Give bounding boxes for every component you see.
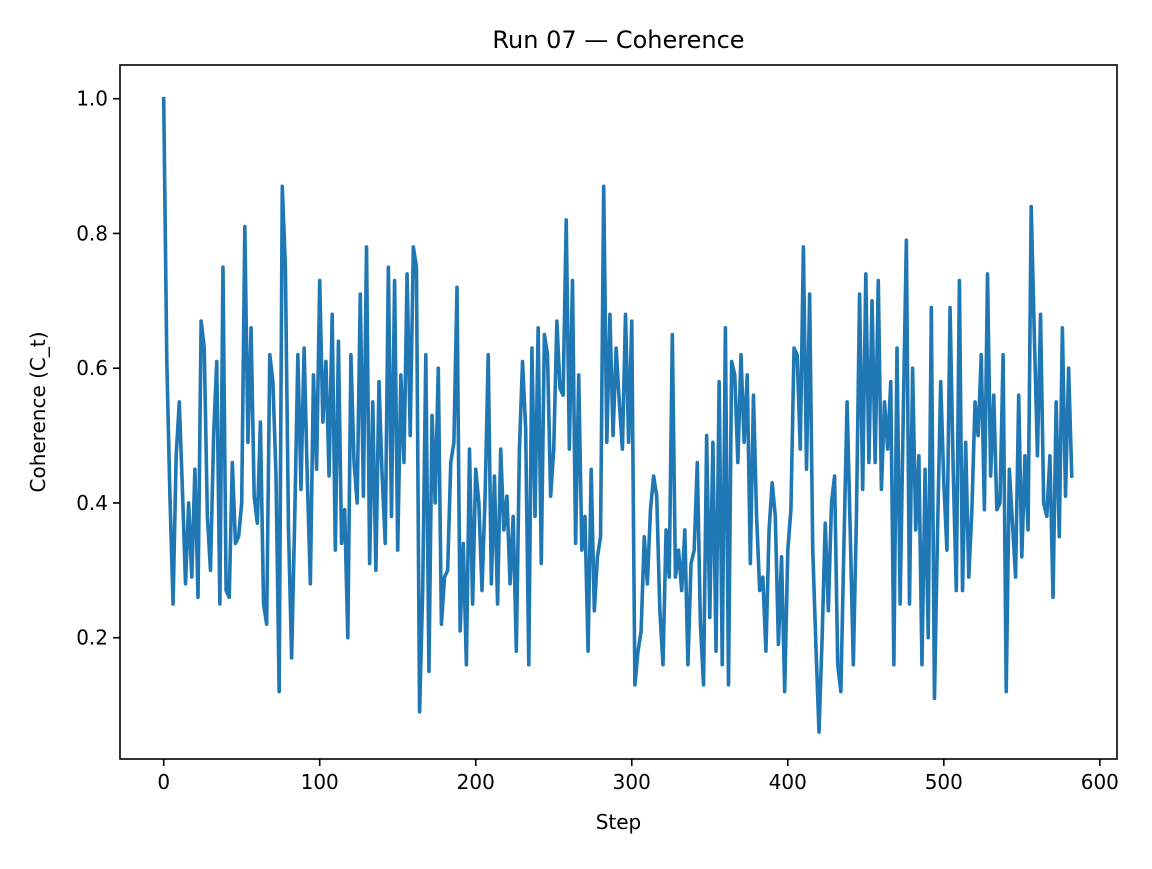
x-tick-label: 100 — [301, 770, 339, 794]
x-tick-label: 300 — [613, 770, 651, 794]
x-tick-label: 200 — [457, 770, 495, 794]
y-axis-label: Coherence (C_t) — [26, 331, 50, 492]
y-tick-label: 0.6 — [76, 356, 108, 380]
y-tick-label: 0.2 — [76, 626, 108, 650]
x-tick-label: 600 — [1081, 770, 1119, 794]
y-tick-label: 0.8 — [76, 221, 108, 245]
y-tick-label: 0.4 — [76, 491, 108, 515]
series-layer — [161, 96, 1074, 734]
x-tick-label: 400 — [769, 770, 807, 794]
y-axis-ticks: 0.2 0.4 0.6 0.8 1.0 — [76, 87, 120, 650]
x-tick-label: 500 — [925, 770, 963, 794]
x-axis-ticks: 0 100 200 300 400 500 600 — [157, 759, 1119, 794]
chart-title: Run 07 — Coherence — [492, 26, 744, 54]
x-axis-label: Step — [596, 810, 642, 834]
series-line-coherence — [161, 96, 1074, 734]
plot-frame — [119, 64, 1118, 760]
x-tick-label: 0 — [157, 770, 170, 794]
y-tick-label: 1.0 — [76, 87, 108, 111]
